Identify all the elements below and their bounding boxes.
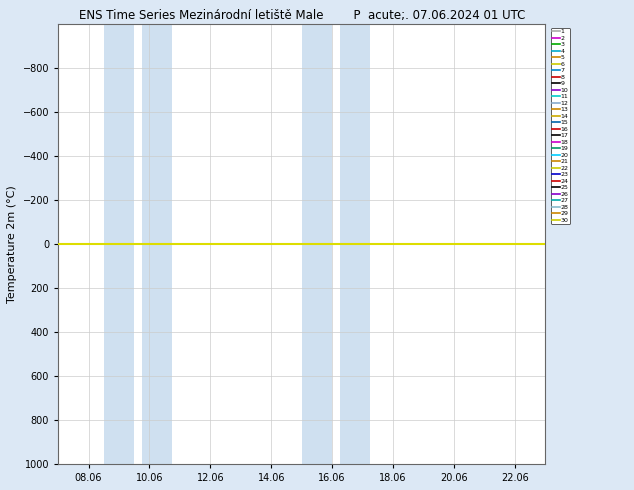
Bar	[142, 24, 172, 464]
Legend: 1, 2, 3, 4, 5, 6, 7, 8, 9, 10, 11, 12, 13, 14, 15, 16, 17, 18, 19, 20, 21, 22, 2: 1, 2, 3, 4, 5, 6, 7, 8, 9, 10, 11, 12, 1…	[551, 27, 570, 224]
Y-axis label: Temperature 2m (°C): Temperature 2m (°C)	[7, 185, 17, 303]
Bar	[104, 24, 134, 464]
Bar	[340, 24, 370, 464]
Bar	[302, 24, 332, 464]
Title: ENS Time Series Mezinárodní letiště Male        P  acute;. 07.06.2024 01 UTC: ENS Time Series Mezinárodní letiště Male…	[79, 9, 525, 22]
